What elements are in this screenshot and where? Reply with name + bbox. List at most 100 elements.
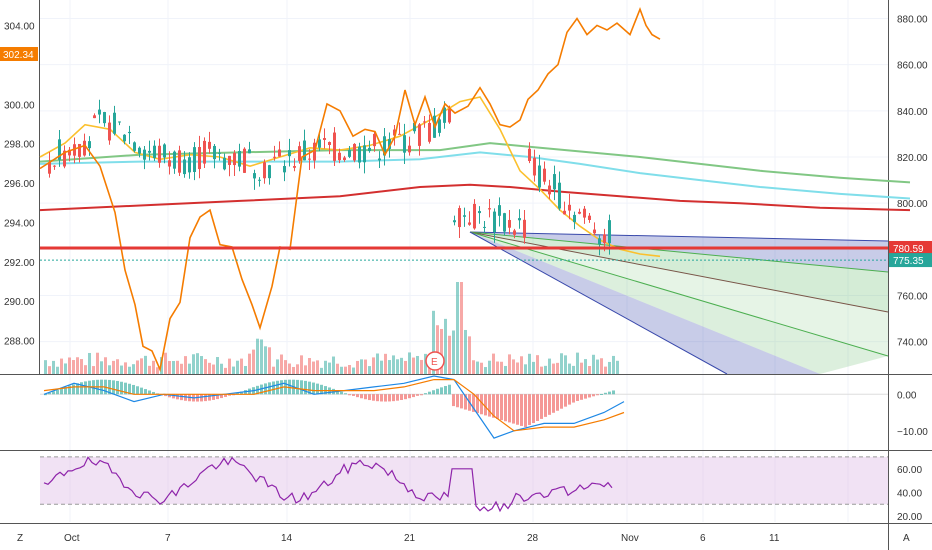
right-axis-tick: 820.00 bbox=[897, 153, 928, 164]
macd-histogram-bar bbox=[504, 394, 507, 422]
macd-signal-line bbox=[43, 379, 625, 432]
candle-body bbox=[228, 155, 231, 165]
volume-bar bbox=[444, 318, 447, 374]
volume-bar bbox=[316, 360, 319, 374]
macd-histogram-bar bbox=[276, 380, 279, 395]
volume-bar bbox=[172, 360, 175, 374]
macd-histogram-bar bbox=[336, 390, 339, 395]
volume-bar bbox=[424, 353, 427, 374]
macd-histogram-bar bbox=[360, 394, 363, 399]
macd-histogram-bar bbox=[436, 388, 439, 395]
candle-body bbox=[318, 139, 321, 148]
volume-bar bbox=[276, 359, 279, 374]
candle-body bbox=[348, 149, 351, 157]
time-axis-label: Oct bbox=[64, 533, 80, 544]
candle-body bbox=[123, 134, 126, 142]
volume-bar bbox=[232, 366, 235, 374]
fan-line-1 bbox=[469, 231, 889, 273]
volume-bar bbox=[372, 357, 375, 374]
macd-histogram-bar bbox=[356, 394, 359, 398]
candle-body bbox=[563, 210, 566, 215]
volume-bar bbox=[72, 360, 75, 374]
volume-bar bbox=[612, 355, 615, 374]
volume-bar bbox=[124, 362, 127, 374]
time-axis-label: Nov bbox=[621, 533, 639, 544]
volume-bar bbox=[448, 335, 451, 374]
volume-bar bbox=[96, 352, 99, 374]
candle-body bbox=[478, 211, 481, 214]
volume-bar bbox=[592, 354, 595, 374]
candle-body bbox=[438, 119, 441, 133]
volume-bar bbox=[460, 282, 463, 374]
macd-histogram-bar bbox=[312, 382, 315, 395]
candle-body bbox=[398, 133, 401, 135]
macd-histogram-bar bbox=[212, 394, 215, 400]
macd-histogram-bar bbox=[508, 394, 511, 423]
moving-average-1 bbox=[39, 151, 911, 200]
candle-body bbox=[603, 234, 606, 243]
candle-body bbox=[353, 143, 356, 161]
volume-bar bbox=[68, 357, 71, 374]
left-axis-tick: 292.00 bbox=[4, 258, 35, 269]
candle-body bbox=[408, 145, 411, 153]
candle-body bbox=[138, 147, 141, 154]
volume-bar bbox=[136, 360, 139, 374]
macd-histogram-bar bbox=[568, 394, 571, 405]
candle-body bbox=[253, 173, 256, 179]
candle-body bbox=[238, 151, 241, 167]
volume-bar bbox=[288, 363, 291, 374]
macd-histogram-bar bbox=[228, 394, 231, 396]
volume-bar bbox=[268, 347, 271, 374]
time-axis-label: 11 bbox=[769, 533, 780, 544]
fan-line-3 bbox=[469, 231, 889, 357]
volume-bar bbox=[344, 366, 347, 374]
macd-histogram-bar bbox=[296, 379, 299, 395]
macd-histogram-bar bbox=[372, 394, 375, 401]
macd-histogram-bar bbox=[144, 389, 147, 395]
volume-bar bbox=[472, 360, 475, 374]
time-axis-label: 28 bbox=[527, 533, 539, 544]
volume-bar bbox=[216, 357, 219, 374]
timezone-toggle[interactable]: Z bbox=[17, 533, 24, 544]
candle-body bbox=[88, 141, 91, 149]
candle-body bbox=[263, 162, 266, 179]
right-axis-tick: 740.00 bbox=[897, 338, 928, 349]
candle-body bbox=[443, 107, 446, 123]
macd-line bbox=[43, 375, 625, 439]
macd-histogram-bar bbox=[164, 394, 167, 397]
candle-body bbox=[473, 203, 476, 229]
candle-body bbox=[333, 132, 336, 161]
macd-histogram-bar bbox=[456, 394, 459, 408]
volume-bar bbox=[404, 360, 407, 374]
volume-bar bbox=[176, 360, 179, 374]
right-axis-tick: 880.00 bbox=[897, 14, 928, 25]
volume-bar bbox=[260, 339, 263, 374]
candle-body bbox=[513, 230, 516, 235]
candle-body bbox=[343, 157, 346, 161]
price-badge-0 bbox=[889, 240, 932, 255]
volume-bar bbox=[312, 361, 315, 374]
auto-scale-toggle[interactable]: A bbox=[903, 533, 910, 544]
macd-histogram-bar bbox=[608, 391, 611, 395]
macd-histogram-bar bbox=[288, 379, 291, 395]
volume-bar bbox=[60, 358, 63, 374]
volume-bar bbox=[180, 363, 183, 374]
candle-body bbox=[113, 112, 116, 134]
left-axis-tick: 294.00 bbox=[4, 218, 35, 229]
macd-histogram-bar bbox=[120, 381, 123, 395]
left-axis-tick: 296.00 bbox=[4, 179, 35, 190]
macd-histogram-bar bbox=[604, 392, 607, 395]
candle-body bbox=[313, 142, 316, 161]
candle-body bbox=[528, 148, 531, 162]
volume-bar bbox=[392, 355, 395, 374]
volume-bar bbox=[196, 353, 199, 374]
candle-body bbox=[598, 238, 601, 245]
candle-body bbox=[58, 139, 61, 160]
macd-histogram-bar bbox=[200, 394, 203, 402]
candle-body bbox=[268, 165, 271, 179]
candle-body bbox=[553, 174, 556, 190]
macd-histogram-bar bbox=[392, 394, 395, 402]
candle-body bbox=[53, 165, 56, 167]
moving-average-2 bbox=[39, 183, 911, 212]
macd-histogram-bar bbox=[440, 387, 443, 395]
